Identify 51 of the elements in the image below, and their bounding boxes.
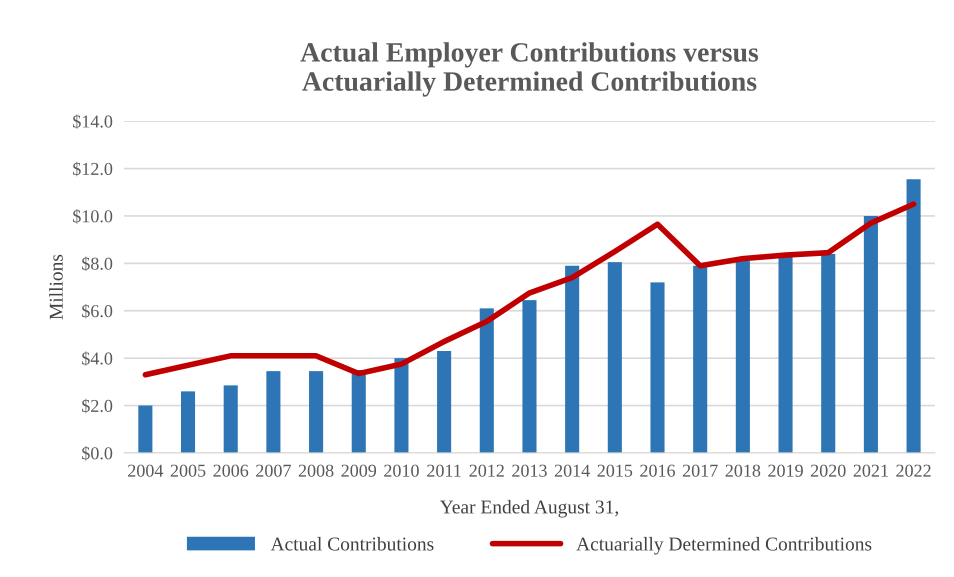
x-tick-label: 2013 — [512, 464, 547, 477]
x-tick-label: 2007 — [256, 464, 291, 477]
x-tick-label: 2006 — [213, 464, 248, 477]
y-tick-label: $12.0 — [73, 162, 112, 176]
x-tick-label: 2015 — [598, 464, 632, 477]
x-tick-label: 2017 — [682, 464, 718, 477]
bar — [352, 370, 366, 453]
y-tick-label: $4.0 — [82, 351, 112, 366]
bar — [224, 385, 238, 453]
legend-label: Actuarially Determined Contributions — [576, 536, 872, 555]
x-tick-label: 2012 — [470, 464, 504, 477]
bar — [522, 300, 537, 453]
x-tick-label: 2020 — [810, 464, 846, 477]
x-tick-label: 2008 — [298, 464, 334, 477]
x-tick-label: 2009 — [341, 464, 376, 477]
x-tick-label: 2018 — [726, 464, 760, 477]
bar — [266, 371, 280, 453]
x-tick-label: 2021 — [854, 464, 888, 477]
y-axis-title: Millions — [49, 254, 63, 320]
bar — [309, 371, 324, 453]
x-tick-label: 2014 — [554, 464, 590, 477]
bar — [565, 266, 580, 453]
x-tick-label: 2005 — [170, 464, 206, 477]
chart-title: Actual Employer Contributions versus Actuarially Determined Contributions — [300, 42, 758, 97]
x-tick-label: 2011 — [427, 464, 461, 477]
x-tick-label: 2016 — [640, 464, 676, 477]
x-tick-label: 2019 — [768, 464, 803, 477]
bar — [650, 282, 665, 453]
y-tick-label: $14.0 — [73, 114, 112, 129]
x-tick-label: 2004 — [128, 464, 164, 477]
bar — [138, 406, 152, 453]
y-tick-label: $6.0 — [82, 304, 112, 318]
bar — [693, 266, 708, 453]
bar — [906, 179, 921, 453]
bar — [736, 260, 750, 453]
x-tick-label: 2022 — [896, 464, 931, 477]
bar — [608, 262, 622, 453]
bar — [437, 351, 452, 453]
bar — [480, 308, 494, 453]
bar — [778, 256, 793, 453]
legend-label: Actual Contributions — [270, 536, 434, 551]
y-tick-label: $0.0 — [82, 446, 112, 461]
x-axis-title: Year Ended August 31, — [440, 500, 618, 518]
bar — [394, 358, 408, 453]
x-tick-label: 2010 — [384, 464, 419, 477]
bar — [864, 216, 878, 453]
bar — [180, 391, 196, 453]
bar — [821, 254, 836, 453]
y-tick-label: $8.0 — [82, 256, 112, 271]
y-tick-label: $2.0 — [82, 398, 112, 414]
y-tick-label: $10.0 — [73, 209, 112, 224]
